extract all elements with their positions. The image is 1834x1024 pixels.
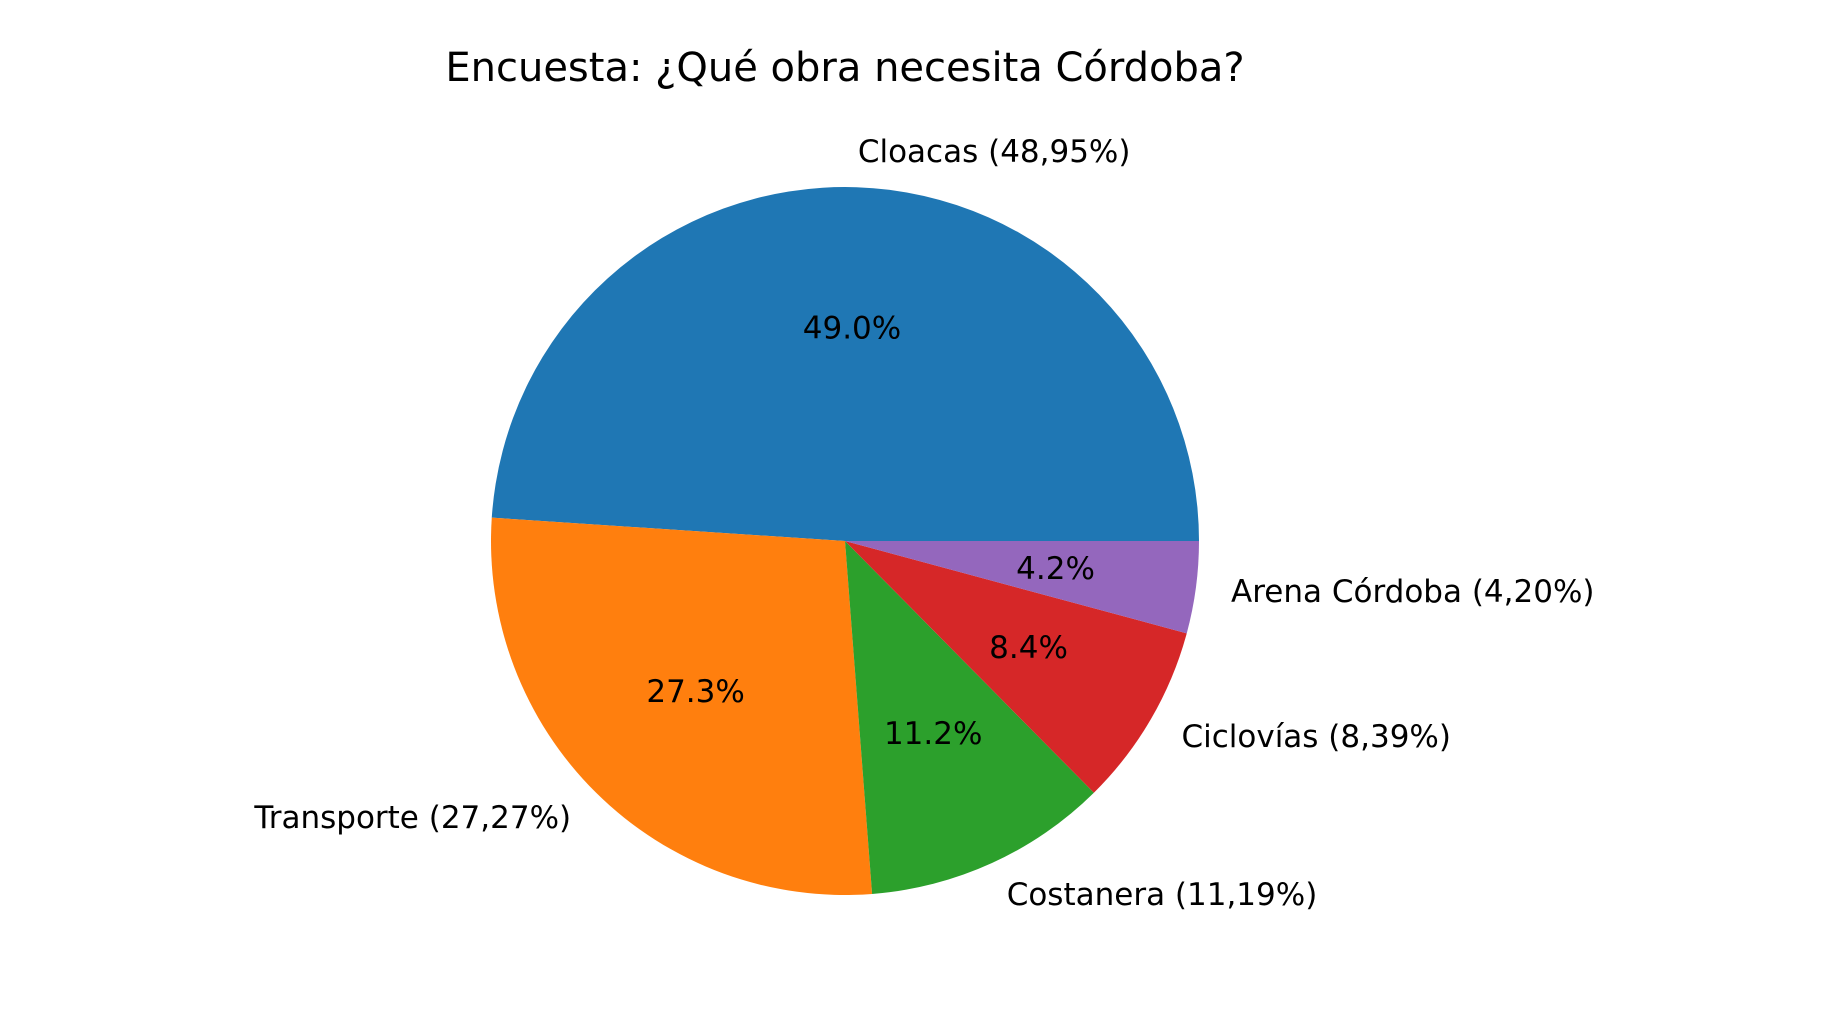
slice-percent-label-4: 4.2% bbox=[1016, 551, 1095, 587]
chart-title: Encuesta: ¿Qué obra necesita Córdoba? bbox=[445, 45, 1244, 91]
slice-category-label-0: Cloacas (48,95%) bbox=[858, 134, 1131, 170]
pie-slice-0 bbox=[491, 187, 1199, 542]
slice-category-label-4: Arena Córdoba (4,20%) bbox=[1231, 574, 1595, 610]
slice-category-label-1: Transporte (27,27%) bbox=[253, 800, 571, 836]
slice-percent-label-1: 27.3% bbox=[646, 674, 744, 710]
slice-category-label-2: Costanera (11,19%) bbox=[1007, 877, 1318, 913]
pie-slice-3 bbox=[845, 541, 1187, 793]
pie-slices bbox=[491, 187, 1199, 895]
slice-percent-label-0: 49.0% bbox=[803, 311, 901, 347]
slice-category-label-3: Ciclovías (8,39%) bbox=[1181, 719, 1451, 755]
pie-slice-2 bbox=[845, 541, 1094, 894]
pie-slice-4 bbox=[845, 541, 1199, 634]
slice-percent-label-3: 8.4% bbox=[989, 630, 1068, 666]
slice-percent-label-2: 11.2% bbox=[884, 716, 982, 752]
pie-slice-1 bbox=[491, 517, 873, 895]
pie-labels: 49.0% Cloacas (48,95%) 27.3% Transporte (27… bbox=[253, 134, 1594, 913]
